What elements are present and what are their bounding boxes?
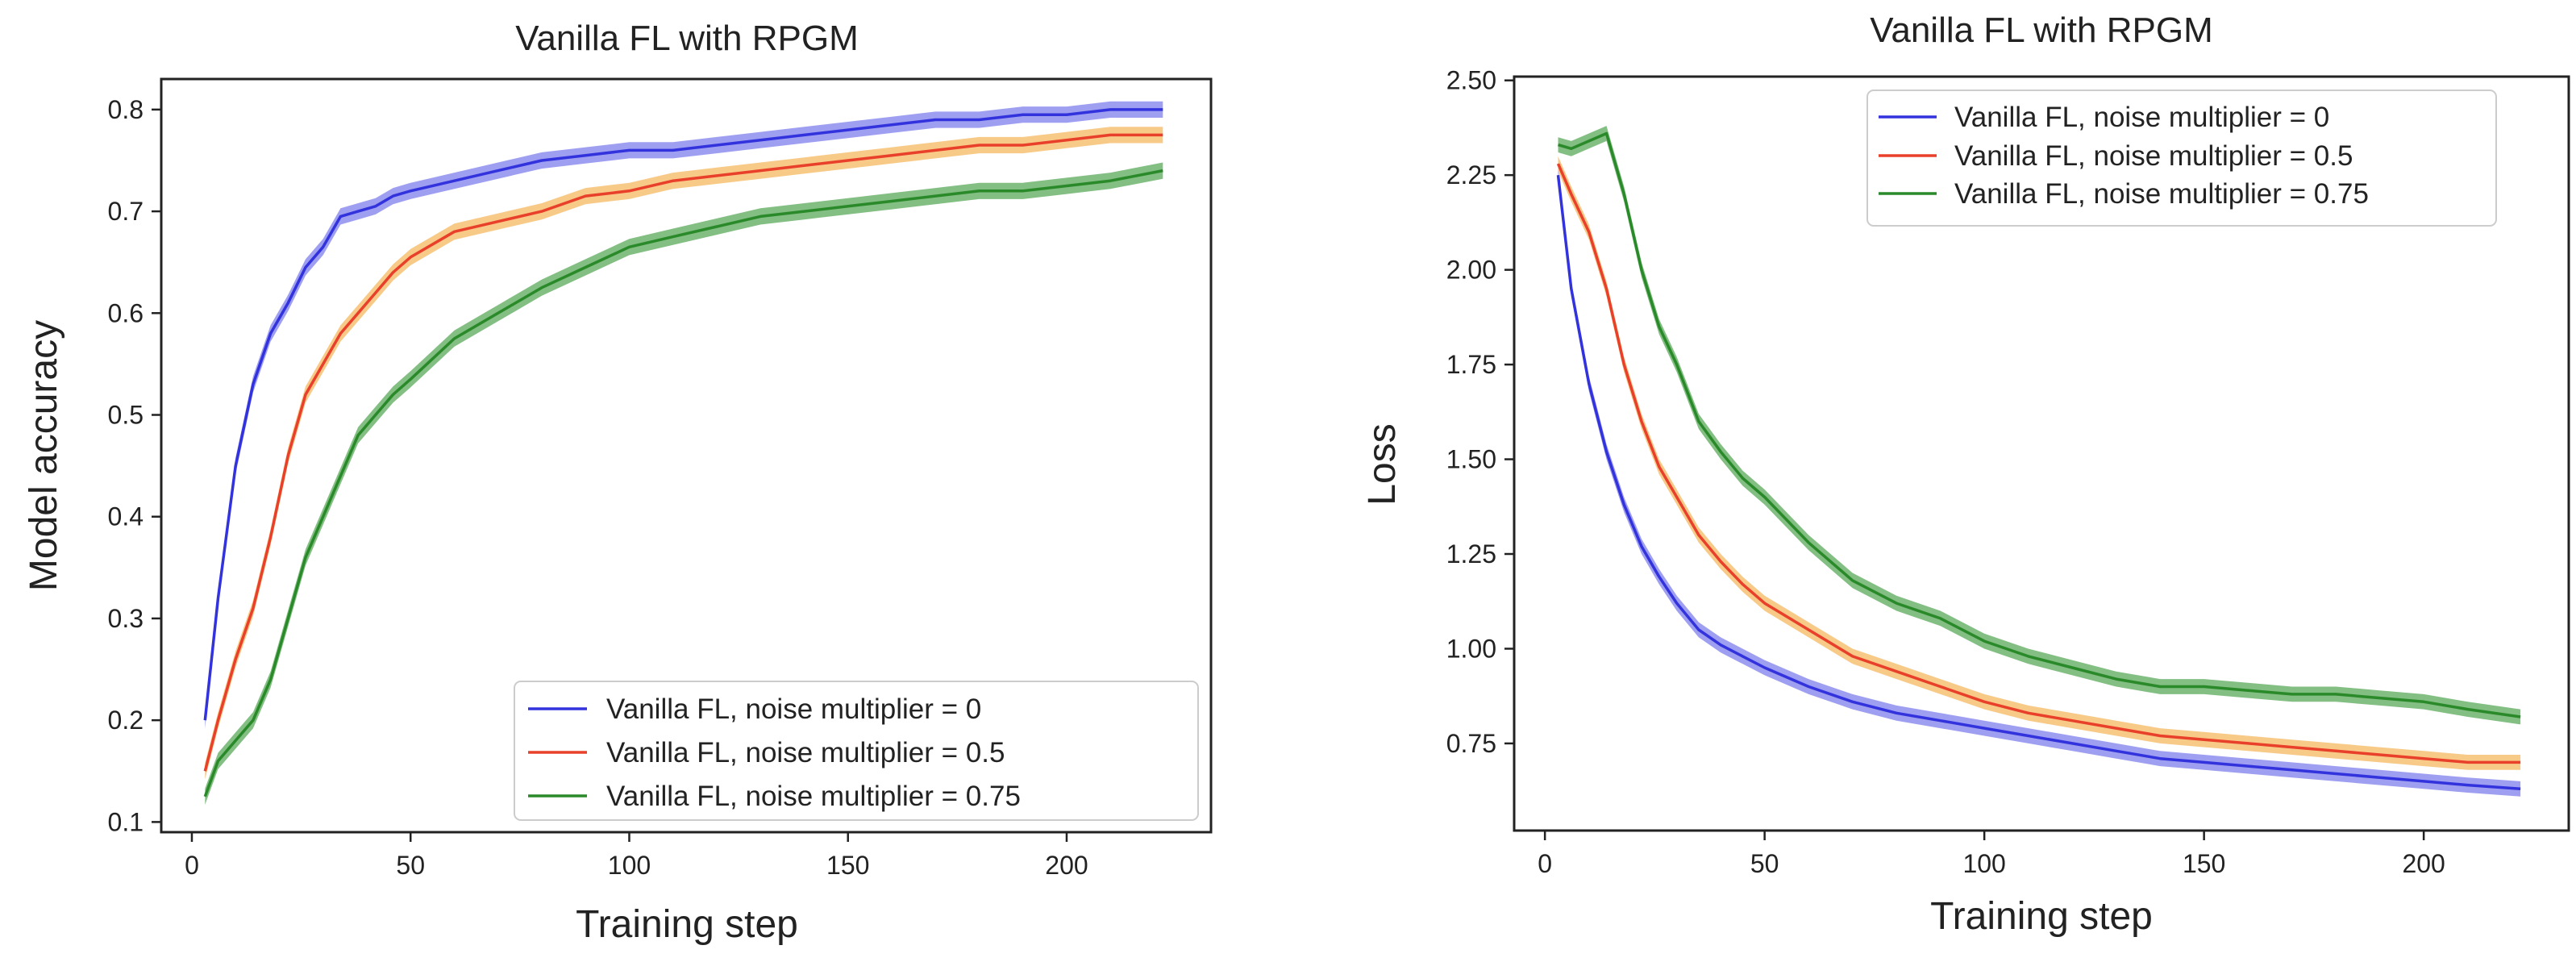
loss-y-tick-label-1: 1.00: [1446, 634, 1496, 663]
accuracy-chart-title: Vanilla FL with RPGM: [515, 19, 858, 58]
loss-chart: Vanilla FL with RPGM 0 50 100 150 200 0.75 1.…: [1361, 10, 2570, 938]
loss-series-line-0: [1556, 174, 2521, 791]
accuracy-y-tick-label-0: 0.1: [108, 807, 144, 836]
loss-x-tick-label-4: 200: [2402, 849, 2445, 878]
loss-confidence-bands: [1558, 126, 2521, 797]
accuracy-y-tick-label-5: 0.6: [108, 298, 144, 327]
accuracy-y-axis-label: Model accuracy: [23, 320, 65, 591]
loss-y-tick-label-3: 1.50: [1446, 445, 1496, 474]
loss-y-tick-label-0: 0.75: [1446, 729, 1496, 758]
loss-chart-title: Vanilla FL with RPGM: [1870, 10, 2212, 50]
loss-y-tick-label-2: 1.25: [1446, 539, 1496, 568]
accuracy-x-tick-label-4: 200: [1045, 851, 1088, 880]
loss-y-tick-label-5: 2.00: [1446, 256, 1496, 285]
loss-y-tick-label-4: 1.75: [1446, 350, 1496, 379]
accuracy-x-axis-label: Training step: [576, 903, 798, 946]
accuracy-y-tick-label-6: 0.7: [108, 197, 144, 226]
accuracy-legend: Vanilla FL, noise multiplier = 0 Vanilla…: [514, 681, 1199, 821]
loss-y-ticks: 0.75 1.00 1.25 1.50 1.75 2.00 2.25 2.50: [1446, 66, 1514, 758]
accuracy-x-tick-label-3: 150: [826, 851, 869, 880]
accuracy-series-line-1: [203, 133, 1163, 772]
accuracy-series-line-2: [203, 169, 1163, 798]
accuracy-legend-label-0: Vanilla FL, noise multiplier = 0: [606, 693, 981, 725]
accuracy-legend-label-1: Vanilla FL, noise multiplier = 0.5: [606, 737, 1005, 768]
accuracy-y-ticks: 0.1 0.2 0.3 0.4 0.5 0.6 0.7 0.8: [108, 95, 161, 836]
loss-x-tick-label-1: 50: [1750, 849, 1779, 878]
accuracy-chart: Vanilla FL with RPGM 0 50 100 150 200 0.1 0.2…: [23, 19, 1213, 946]
accuracy-y-tick-label-7: 0.8: [108, 95, 144, 124]
accuracy-y-tick-label-3: 0.4: [108, 502, 144, 531]
loss-x-axis-label: Training step: [1930, 895, 2153, 938]
accuracy-series-line-0: [203, 108, 1163, 721]
loss-legend: Vanilla FL, noise multiplier = 0 Vanilla…: [1866, 90, 2497, 227]
loss-series-lines: [1556, 131, 2521, 791]
accuracy-y-tick-label-4: 0.5: [108, 401, 144, 430]
loss-y-tick-label-7: 2.50: [1446, 66, 1496, 95]
accuracy-x-ticks: 0 50 100 150 200: [185, 832, 1088, 880]
loss-series-line-2: [1558, 131, 2521, 718]
loss-series-line-1: [1556, 163, 2521, 764]
loss-x-tick-label-0: 0: [1538, 849, 1552, 878]
loss-y-tick-label-6: 2.25: [1446, 160, 1496, 189]
loss-legend-box: [1866, 90, 2497, 227]
accuracy-legend-label-2: Vanilla FL, noise multiplier = 0.75: [606, 781, 1021, 812]
loss-band-1: [1558, 156, 2521, 770]
loss-plot-frame: [1513, 75, 2570, 832]
loss-x-ticks: 0 50 100 150 200: [1538, 831, 2445, 878]
accuracy-x-tick-label-1: 50: [396, 851, 425, 880]
loss-legend-label-1: Vanilla FL, noise multiplier = 0.5: [1954, 140, 2353, 172]
accuracy-series-lines: [203, 108, 1163, 798]
accuracy-x-tick-label-0: 0: [185, 851, 199, 880]
loss-legend-label-0: Vanilla FL, noise multiplier = 0: [1954, 102, 2329, 133]
accuracy-legend-box: [514, 681, 1199, 821]
loss-legend-label-2: Vanilla FL, noise multiplier = 0.75: [1954, 178, 2369, 210]
accuracy-x-tick-label-2: 100: [608, 851, 651, 880]
loss-x-tick-label-2: 100: [1962, 849, 2005, 878]
accuracy-y-tick-label-2: 0.3: [108, 604, 144, 633]
loss-y-axis-label: Loss: [1361, 423, 1404, 505]
loss-x-tick-label-3: 150: [2183, 849, 2225, 878]
accuracy-plot-frame: [160, 77, 1213, 834]
accuracy-y-tick-label-1: 0.2: [108, 706, 144, 735]
